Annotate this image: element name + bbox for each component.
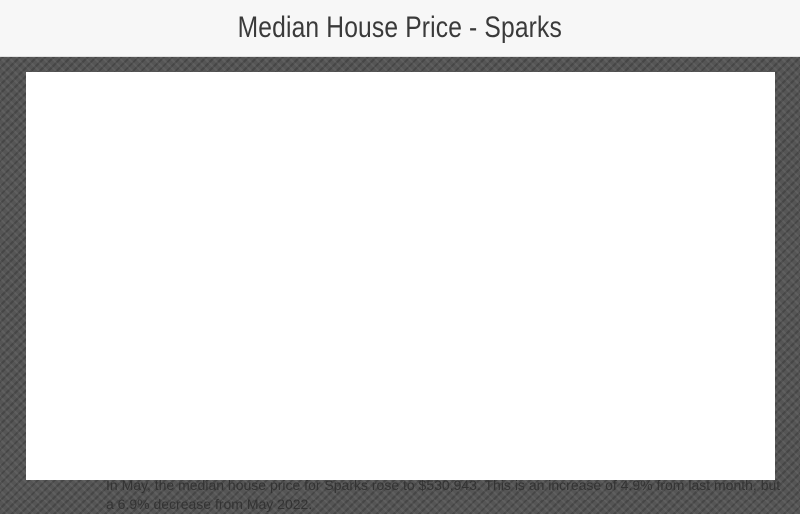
page-header: Median House Price - Sparks <box>0 0 800 57</box>
chart-card: In May, the median house price for Spark… <box>26 72 780 512</box>
chart-caption: In May, the median house price for Spark… <box>106 477 781 512</box>
page-title: Median House Price - Sparks <box>237 11 563 44</box>
